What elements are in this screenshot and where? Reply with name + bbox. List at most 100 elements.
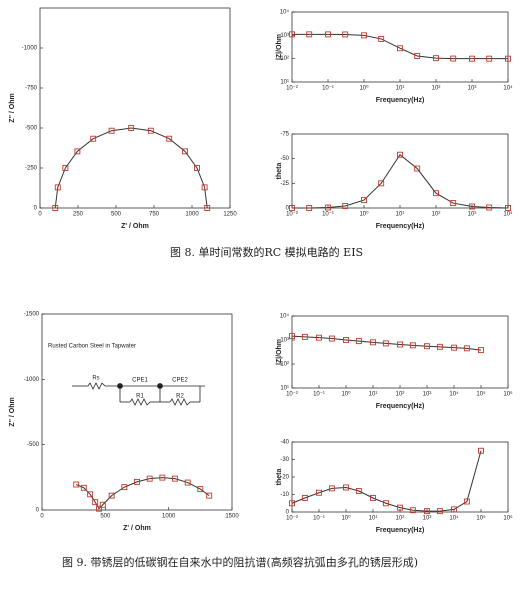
- data-point: [424, 508, 430, 515]
- y-tick-label: -20: [280, 475, 289, 481]
- y-tick-label: 10²: [280, 56, 289, 62]
- data-point: [316, 489, 322, 496]
- data-point: [166, 135, 173, 142]
- fit-line: [292, 33, 508, 60]
- x-tick-label: 10⁻¹: [322, 86, 334, 92]
- data-point: [74, 148, 81, 155]
- data-point: [382, 340, 389, 347]
- data-point: [204, 205, 211, 211]
- data-point: [424, 343, 430, 350]
- data-point: [328, 335, 335, 342]
- x-tick-label: 10²: [432, 212, 441, 218]
- y-tick-label: 10¹: [280, 80, 289, 86]
- data-point: [343, 484, 349, 491]
- data-point: [355, 338, 362, 345]
- data-point: [147, 127, 154, 134]
- y-tick-label: -500: [27, 442, 40, 448]
- y-axis-label: |Z|/Ohm: [276, 34, 283, 60]
- circuit-label: CPE2: [172, 378, 188, 384]
- data-point: [451, 344, 457, 351]
- y-tick-label: 10³: [280, 33, 289, 39]
- data-point: [62, 165, 69, 171]
- data-point: [134, 478, 140, 485]
- data-point: [436, 508, 443, 515]
- y-tick-label: 10²: [280, 362, 289, 368]
- x-tick-label: 10¹: [396, 86, 405, 92]
- data-point: [54, 184, 61, 191]
- data-point: [301, 333, 308, 340]
- y-tick-label: -10: [280, 492, 289, 498]
- y-tick-label: 0: [36, 508, 40, 514]
- caption: 图 8. 单时间常数的RC 模拟电路的 EIS: [170, 245, 363, 259]
- y-tick-label: -1500: [24, 312, 40, 318]
- data-point: [52, 205, 59, 211]
- y-tick-label: -500: [25, 126, 38, 132]
- x-tick-label: 10²: [432, 86, 441, 92]
- data-point: [478, 347, 484, 354]
- data-point: [184, 479, 191, 486]
- data-point: [378, 180, 385, 187]
- x-tick-label: 1500: [225, 514, 239, 520]
- data-point: [382, 500, 389, 507]
- x-tick-label: 10⁰: [359, 85, 369, 92]
- y-tick-label: 10¹: [280, 386, 289, 392]
- data-point: [108, 127, 115, 134]
- data-point: [355, 488, 362, 494]
- data-point: [370, 495, 376, 501]
- x-tick-label: 10³: [423, 392, 432, 398]
- x-tick-label: 10¹: [369, 516, 378, 522]
- x-tick-label: 10⁶: [503, 391, 513, 398]
- data-point: [463, 345, 470, 352]
- fit-line: [291, 335, 482, 351]
- data-point: [397, 341, 403, 348]
- data-point: [90, 135, 97, 142]
- x-tick-label: 1000: [185, 212, 199, 218]
- y-tick-label: 0: [286, 510, 290, 516]
- data-point: [343, 337, 349, 343]
- y-tick-label: 0: [34, 206, 38, 212]
- x-axis-label: Frequency(Hz): [376, 527, 425, 534]
- data-point: [463, 498, 470, 505]
- data-point: [172, 475, 178, 482]
- x-tick-label: 500: [111, 212, 122, 218]
- data-point: [206, 492, 213, 499]
- x-tick-label: 10⁴: [449, 515, 459, 522]
- x-tick-label: 10⁻²: [286, 212, 298, 218]
- x-tick-label: 10⁻²: [286, 516, 298, 522]
- data-point: [397, 151, 403, 158]
- x-tick-label: 10⁻²: [286, 86, 298, 92]
- data-point: [450, 200, 457, 207]
- data-point: [342, 31, 349, 38]
- circuit-label: R1: [136, 394, 144, 400]
- data-point: [159, 474, 166, 481]
- data-point: [201, 184, 208, 191]
- data-point: [414, 165, 421, 172]
- data-point: [99, 501, 106, 508]
- y-tick-label: -1000: [22, 46, 38, 52]
- x-tick-label: 250: [73, 212, 84, 218]
- data-point: [289, 500, 295, 507]
- x-axis-label: Frequency(Hz): [376, 223, 425, 230]
- x-tick-label: 0: [38, 212, 42, 218]
- plot-frame: [39, 7, 231, 209]
- fit-line: [76, 477, 210, 510]
- plot-frame: [291, 133, 509, 209]
- data-point: [328, 485, 335, 492]
- data-point: [451, 506, 457, 513]
- data-point: [414, 53, 421, 59]
- x-tick-label: 10³: [468, 212, 477, 218]
- data-point: [289, 333, 295, 340]
- x-tick-label: 0: [40, 514, 44, 520]
- y-tick-label: -50: [280, 156, 289, 162]
- data-point: [361, 197, 367, 204]
- circuit-label: R2: [176, 394, 184, 400]
- y-axis-label: theta: [276, 163, 283, 180]
- caption: 图 9. 带锈层的低碳钢在自来水中的阻抗谱(高频容抗弧由多孔的锈层形成): [62, 555, 418, 569]
- x-tick-label: 10⁴: [503, 211, 513, 218]
- y-tick-label: -75: [280, 132, 289, 138]
- x-tick-label: 10⁶: [503, 515, 513, 522]
- fit-line: [292, 153, 509, 209]
- y-axis-label: theta: [276, 469, 283, 486]
